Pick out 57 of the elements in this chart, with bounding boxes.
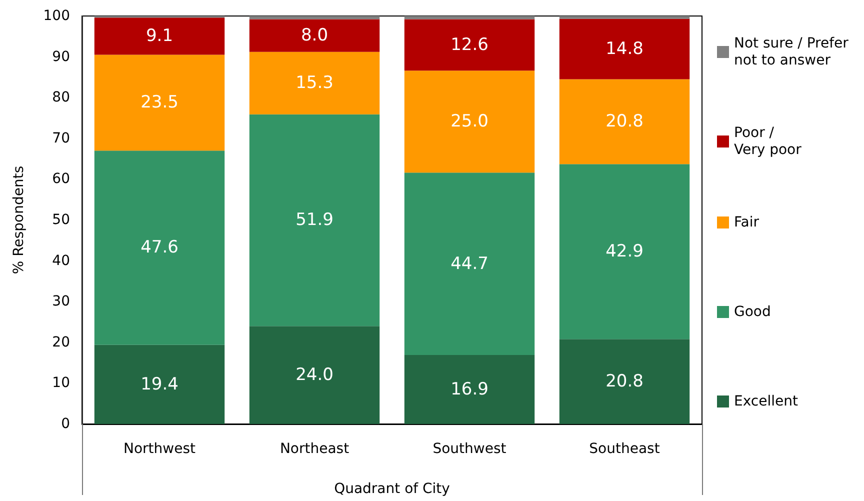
y-tick-label: 40 (52, 252, 70, 269)
data-label: 19.4 (140, 374, 178, 394)
data-label: 20.8 (606, 372, 644, 392)
data-label: 42.9 (606, 242, 644, 262)
data-label: 51.9 (296, 210, 334, 230)
bar (94, 344, 225, 424)
legend-label: Good (734, 304, 771, 320)
data-label: 23.5 (140, 92, 178, 113)
bar (404, 16, 535, 20)
bar (249, 326, 380, 424)
data-label: 12.6 (450, 34, 488, 55)
bar (249, 16, 380, 20)
bar (94, 150, 225, 345)
x-tick-label: Northeast (280, 441, 350, 457)
bar (559, 164, 690, 340)
y-tick-label: 50 (52, 212, 70, 228)
data-label: 25.0 (450, 112, 488, 132)
bar (559, 18, 690, 80)
bar (559, 339, 690, 424)
bar (404, 172, 535, 356)
x-tick-label: Northwest (123, 441, 196, 457)
y-axis-title: % Respondents (11, 166, 27, 274)
bar (559, 16, 690, 19)
x-axis-title: Quadrant of City (334, 481, 450, 497)
bar (94, 54, 225, 151)
data-label: 24.0 (296, 365, 334, 386)
bar (249, 114, 380, 326)
data-label: 20.8 (606, 112, 644, 132)
legend-label: Excellent (734, 394, 798, 410)
y-tick-label: 90 (52, 48, 70, 65)
y-tick-label: 0 (61, 416, 70, 432)
data-label: 15.3 (296, 73, 334, 94)
data-label: 14.8 (606, 39, 644, 60)
bar (404, 70, 535, 173)
legend-label: Fair (734, 214, 760, 230)
data-label: 44.7 (450, 254, 488, 274)
y-tick-label: 70 (52, 130, 70, 146)
y-tick-label: 30 (52, 294, 70, 310)
bar (404, 355, 535, 424)
legend-label: Poor / Very poor (734, 125, 802, 158)
y-tick-label: 60 (52, 171, 70, 188)
bar (249, 52, 380, 114)
bar (94, 18, 225, 55)
legend-label: Not sure / Prefer not to answer (734, 36, 849, 68)
y-tick-label: 20 (52, 334, 70, 350)
y-tick-label: 80 (52, 90, 70, 106)
data-label: 16.9 (450, 380, 488, 400)
bar (559, 79, 690, 164)
data-label: 9.1 (146, 26, 174, 46)
data-label: 47.6 (140, 238, 178, 258)
y-tick-label: 100 (43, 8, 70, 24)
data-label: 8.0 (300, 26, 328, 46)
x-tick-label: Southwest (432, 441, 507, 457)
y-tick-label: 10 (52, 375, 70, 392)
bar (404, 19, 535, 71)
x-tick-label: Southeast (589, 441, 660, 457)
bar (249, 19, 380, 52)
